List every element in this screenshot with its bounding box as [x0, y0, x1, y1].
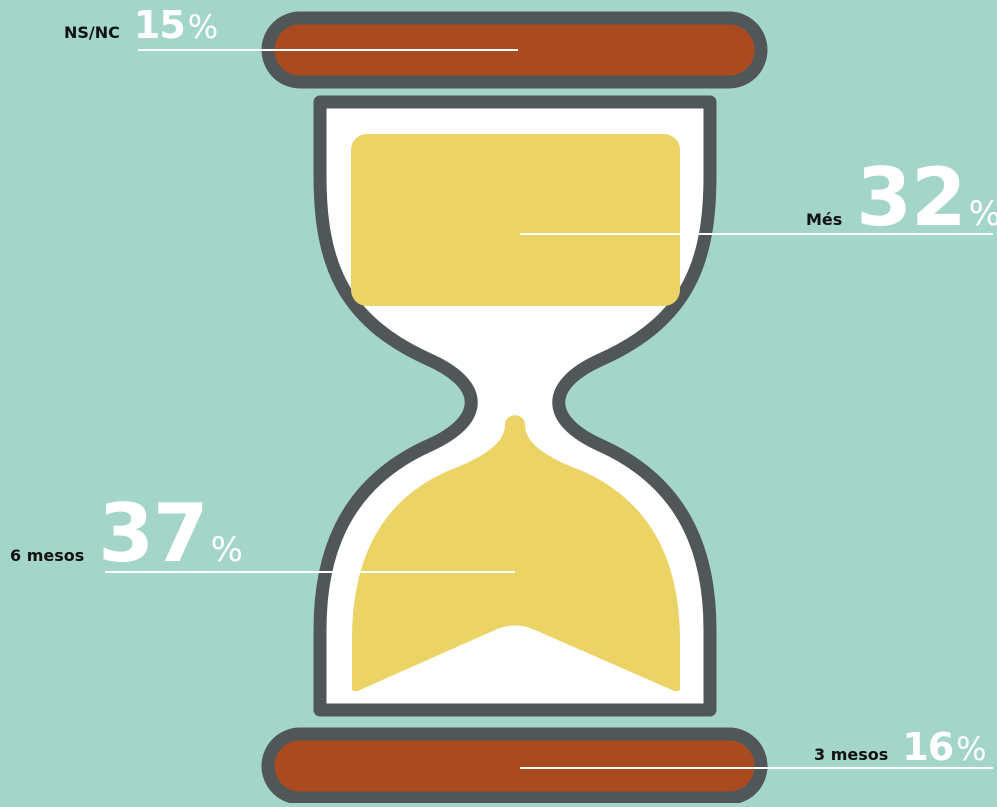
category-label-3-mesos: 3 mesos: [814, 745, 889, 764]
percent-sign-6-mesos: %: [210, 530, 243, 570]
bottom-plate: [261, 727, 768, 805]
value-label-mes: 32: [856, 151, 966, 244]
value-label-ns-nc: 15: [133, 3, 186, 47]
sand-bottom: [352, 415, 680, 692]
category-label-ns-nc: NS/NC: [64, 23, 120, 42]
percent-sign-mes: %: [969, 194, 997, 234]
label-mes: Més 32 %: [806, 158, 997, 238]
category-label-6-mesos: 6 mesos: [10, 546, 85, 565]
label-3-mesos: 3 mesos 16 %: [814, 728, 987, 768]
sand-top: [351, 134, 680, 306]
label-6-mesos: 6 mesos 37 %: [10, 494, 243, 574]
percent-sign-3-mesos: %: [956, 730, 987, 768]
percent-sign-ns-nc: %: [187, 8, 219, 46]
value-label-3-mesos: 16: [902, 725, 954, 769]
value-label-6-mesos: 37: [98, 487, 208, 580]
category-label-mes: Més: [806, 210, 843, 229]
label-ns-nc: NS/NC 15 %: [64, 6, 218, 46]
